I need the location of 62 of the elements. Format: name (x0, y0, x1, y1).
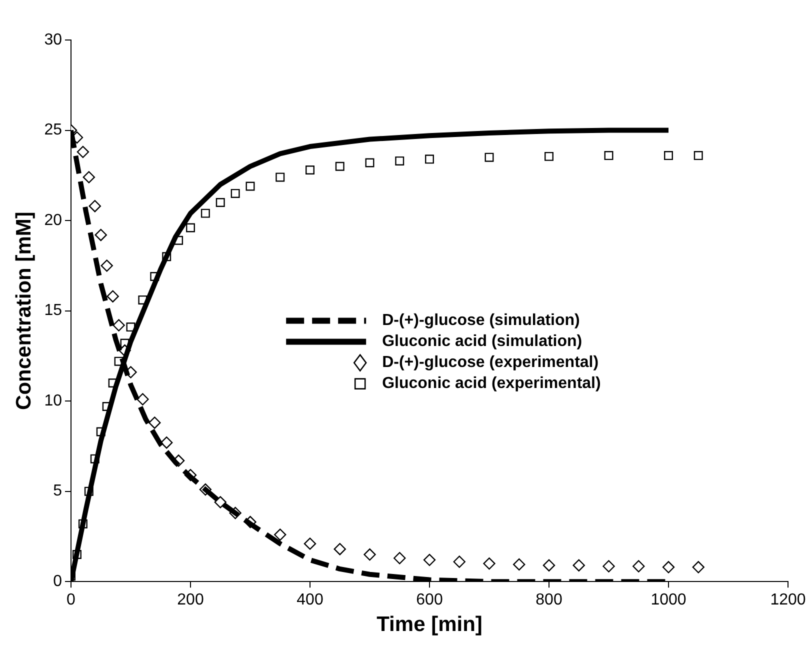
point (160, 436, 173, 449)
point (186, 223, 195, 232)
point (604, 151, 614, 160)
point (664, 151, 673, 160)
y-tick-label: 5 (53, 482, 62, 500)
point (304, 538, 316, 550)
point (148, 416, 161, 429)
x-tick-label: 0 (66, 592, 76, 609)
point (334, 543, 346, 556)
point (230, 188, 240, 198)
point (276, 172, 285, 182)
point (572, 559, 585, 572)
point (395, 156, 404, 166)
point (692, 561, 704, 574)
point (602, 560, 615, 572)
x-tick-label: 400 (296, 592, 324, 609)
point (274, 528, 286, 541)
point (662, 561, 675, 574)
y-axis-title: Concentration [mM] (12, 212, 36, 410)
point (632, 560, 645, 572)
legend-label: D-(+)-glucose (simulation) (382, 312, 580, 330)
x-tick-label: 1000 (650, 592, 686, 609)
point (453, 556, 466, 568)
point (483, 557, 496, 570)
point (214, 496, 226, 508)
x-tick-label: 800 (536, 592, 562, 609)
x-tick-label: 200 (177, 592, 204, 609)
point (76, 146, 90, 158)
legend-label: Gluconic acid (simulation) (382, 333, 582, 350)
point (306, 165, 314, 174)
point (100, 260, 113, 272)
point (513, 558, 526, 571)
point (246, 182, 255, 191)
point (364, 548, 376, 561)
point (200, 208, 210, 218)
point (484, 152, 494, 162)
point (425, 154, 434, 164)
y-tick-label: 25 (44, 122, 62, 139)
x-tick-label: 600 (416, 592, 443, 609)
legend-label: D-(+)-glucose (experimental) (382, 354, 599, 372)
point (335, 162, 344, 171)
y-tick-label: 0 (53, 573, 62, 590)
point (423, 554, 436, 566)
point (394, 552, 406, 564)
y-tick-label: 20 (44, 212, 62, 229)
point (88, 200, 101, 212)
point (106, 290, 119, 302)
point (542, 559, 556, 572)
y-tick-label: 30 (44, 31, 62, 48)
point (544, 152, 554, 161)
x-axis-title: Time [min] (376, 613, 482, 636)
x-tick-label: 1200 (770, 592, 806, 609)
y-tick-label: 15 (44, 302, 62, 320)
legend-label: Gluconic acid (experimental) (382, 375, 601, 392)
point (136, 393, 149, 406)
point (94, 228, 107, 242)
point (82, 171, 96, 184)
point (112, 319, 125, 332)
point (365, 158, 374, 168)
y-tick-label: 10 (44, 392, 62, 410)
point (694, 151, 703, 160)
point (216, 198, 225, 207)
